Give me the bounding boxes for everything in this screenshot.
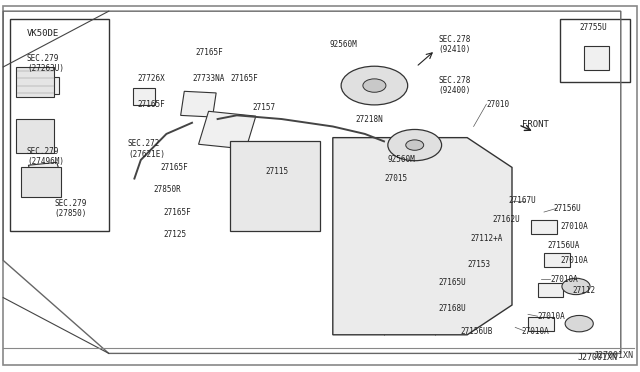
Text: SEC.279
(27263U): SEC.279 (27263U) — [27, 54, 64, 73]
Text: 27733NA: 27733NA — [192, 74, 225, 83]
Bar — [531, 220, 557, 234]
Polygon shape — [230, 141, 320, 231]
Text: 27165F: 27165F — [230, 74, 258, 83]
Bar — [133, 89, 156, 105]
Text: 27157: 27157 — [253, 103, 276, 112]
Polygon shape — [16, 119, 54, 153]
Text: 92560M: 92560M — [387, 155, 415, 164]
Polygon shape — [16, 67, 54, 97]
Circle shape — [406, 140, 424, 150]
Text: 27010A: 27010A — [560, 222, 588, 231]
Text: 92560M: 92560M — [330, 40, 357, 49]
Bar — [544, 253, 570, 267]
Text: 27755U: 27755U — [580, 23, 607, 32]
Text: SEC.278
(92410): SEC.278 (92410) — [438, 35, 471, 54]
Text: 27112: 27112 — [573, 286, 596, 295]
Text: VK50DE: VK50DE — [27, 29, 59, 38]
Text: FRONT: FRONT — [522, 120, 548, 129]
Bar — [538, 283, 563, 297]
Text: SEC.279
(27496M): SEC.279 (27496M) — [27, 147, 64, 166]
Polygon shape — [21, 167, 61, 197]
Circle shape — [565, 315, 593, 332]
Text: 27015: 27015 — [384, 174, 407, 183]
Text: 27168U: 27168U — [438, 304, 466, 313]
Bar — [560, 19, 630, 82]
Text: 27156UB: 27156UB — [461, 327, 493, 336]
Bar — [180, 91, 216, 117]
Polygon shape — [333, 138, 512, 335]
Text: 27165F: 27165F — [160, 163, 188, 172]
Text: SEC.279
(27850): SEC.279 (27850) — [54, 199, 87, 218]
Text: 27218N: 27218N — [355, 115, 383, 124]
Text: 27726X: 27726X — [138, 74, 165, 83]
Text: 27010: 27010 — [486, 100, 509, 109]
Text: SEC.278
(92400): SEC.278 (92400) — [438, 76, 471, 95]
Bar — [28, 162, 61, 180]
Text: 27010A: 27010A — [522, 327, 549, 336]
Text: 27010A: 27010A — [560, 256, 588, 265]
Bar — [584, 46, 609, 70]
Circle shape — [562, 278, 590, 295]
Text: 27115: 27115 — [266, 167, 289, 176]
Text: 27125: 27125 — [163, 230, 186, 239]
Circle shape — [388, 129, 442, 161]
Bar — [528, 317, 554, 331]
Text: 27165F: 27165F — [138, 100, 165, 109]
Text: 27850R: 27850R — [154, 185, 181, 194]
Bar — [10, 19, 109, 231]
Text: 27153: 27153 — [467, 260, 490, 269]
Bar — [18, 127, 53, 148]
Text: 27165U: 27165U — [438, 278, 466, 287]
Text: 27156U: 27156U — [554, 204, 581, 213]
Text: J27001XN: J27001XN — [594, 351, 634, 360]
Text: 27156UA: 27156UA — [547, 241, 580, 250]
Circle shape — [363, 79, 386, 92]
Text: 27010A: 27010A — [550, 275, 578, 283]
Circle shape — [341, 66, 408, 105]
Text: 27010A: 27010A — [538, 312, 565, 321]
Text: 27165F: 27165F — [195, 48, 223, 57]
Text: 27167U: 27167U — [509, 196, 536, 205]
Text: SEC.272
(27621E): SEC.272 (27621E) — [128, 139, 165, 158]
Text: 27112+A: 27112+A — [470, 234, 503, 243]
Text: J27001XN: J27001XN — [578, 353, 618, 362]
Bar — [198, 111, 256, 149]
Text: 27162U: 27162U — [493, 215, 520, 224]
Bar — [24, 77, 60, 94]
Text: 27165F: 27165F — [163, 208, 191, 217]
